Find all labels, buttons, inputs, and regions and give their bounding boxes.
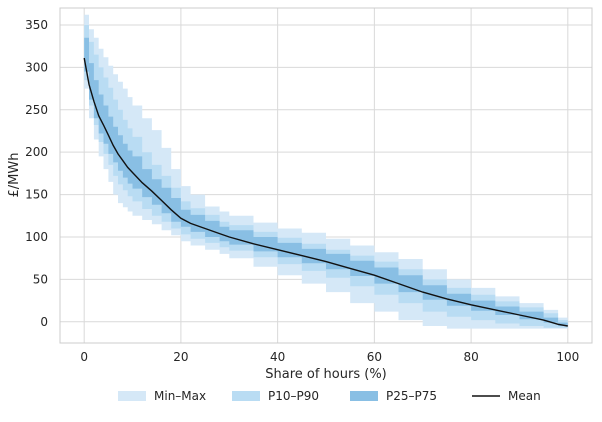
legend-swatch xyxy=(350,391,378,401)
y-axis-title: £/MWh xyxy=(7,153,22,198)
x-tick-label: 20 xyxy=(173,350,188,364)
y-tick-label: 150 xyxy=(25,188,48,202)
y-tick-label: 250 xyxy=(25,103,48,117)
y-tick-label: 50 xyxy=(33,272,48,286)
plot-frame xyxy=(59,7,593,344)
legend-swatch xyxy=(232,391,260,401)
tick-labels: 0 20 40 60 80 100 0 50 100 150 200 250 300 350 xyxy=(25,18,579,364)
legend-label: Mean xyxy=(508,389,541,403)
series-line-mean xyxy=(83,57,568,327)
legend-swatch xyxy=(118,391,146,401)
legend-label: Min–Max xyxy=(154,389,206,403)
x-axis-title: Share of hours (%) xyxy=(265,367,387,382)
y-tick-label: 0 xyxy=(40,315,48,329)
series-lines xyxy=(83,57,568,327)
grid xyxy=(60,8,592,343)
legend: Min–Max P10–P90 P25–P75 Mean xyxy=(118,389,541,403)
legend-label: P25–P75 xyxy=(386,389,437,403)
bands xyxy=(84,14,568,329)
x-tick-label: 40 xyxy=(270,350,285,364)
x-tick-label: 60 xyxy=(367,350,382,364)
y-tick-label: 300 xyxy=(25,60,48,74)
x-tick-label: 0 xyxy=(80,350,88,364)
x-tick-label: 80 xyxy=(463,350,478,364)
y-tick-label: 350 xyxy=(25,18,48,32)
y-tick-label: 200 xyxy=(25,145,48,159)
x-tick-label: 100 xyxy=(556,350,579,364)
y-tick-label: 100 xyxy=(25,230,48,244)
band-p25-p75 xyxy=(84,37,568,326)
legend-label: P10–P90 xyxy=(268,389,319,403)
